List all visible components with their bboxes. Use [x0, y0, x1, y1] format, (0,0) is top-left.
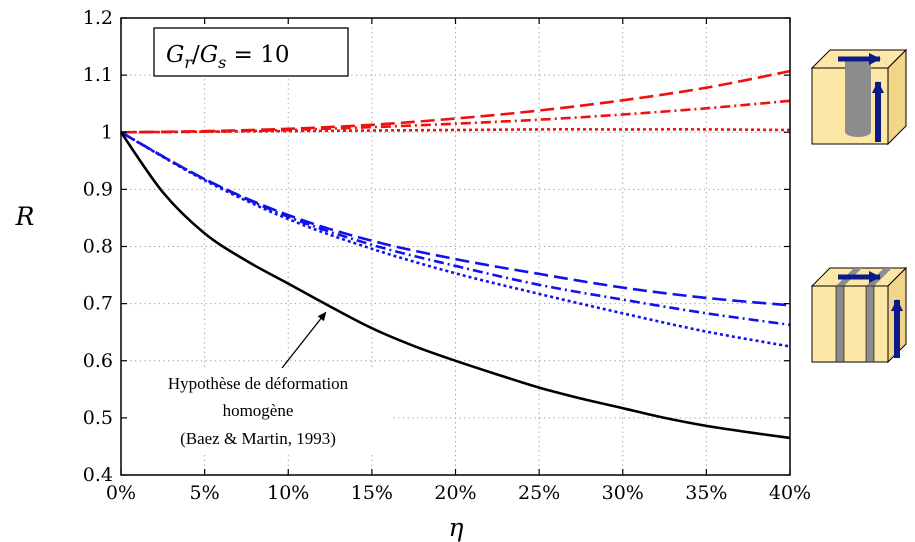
series-line: [120, 131, 791, 327]
eq-part: G: [200, 42, 218, 68]
series-line: [120, 131, 791, 307]
x-tick-label: 10%: [267, 482, 309, 504]
x-tick-label: 40%: [769, 482, 811, 504]
eq-part: = 10: [226, 42, 289, 68]
y-tick-label: 0.4: [83, 464, 113, 486]
eq-part-sub: r: [184, 53, 193, 72]
y-tick-label: 0.8: [83, 236, 113, 258]
eq-part: G: [166, 42, 184, 68]
series-line: [120, 99, 791, 134]
y-tick-label: 1.1: [83, 64, 113, 86]
y-tick-label: 0.9: [83, 178, 113, 200]
series-layer: [119, 69, 791, 440]
cylinder-column-cube-icon: [810, 48, 908, 146]
annotation-line: homogène: [223, 401, 294, 420]
wall-column-cube-icon: [810, 266, 908, 364]
equation-text: Gr/Gs = 10: [166, 42, 290, 72]
x-tick-label: 35%: [685, 482, 727, 504]
x-tick-labels: 0% 5% 10% 15% 20% 25% 30% 35% 40%: [106, 482, 811, 504]
tick-marks: [120, 17, 791, 476]
y-tick-label: 1.2: [83, 7, 113, 29]
eq-part-sub: s: [218, 53, 226, 72]
y-tick-labels: 0.4 0.5 0.6 0.7 0.8 0.9 1 1.1 1.2: [83, 7, 113, 486]
series-line: [120, 128, 791, 134]
annotation-line: (Baez & Martin, 1993): [180, 429, 336, 448]
x-tick-label: 20%: [434, 482, 476, 504]
y-tick-label: 0.7: [83, 293, 113, 315]
annotation-arrow: [281, 311, 327, 369]
annotation-line: Hypothèse de déformation: [168, 374, 349, 393]
y-tick-label: 1: [101, 121, 113, 143]
x-tick-label: 25%: [518, 482, 560, 504]
y-tick-label: 0.5: [83, 407, 113, 429]
annotation: Hypothèse de déformation homogène (Baez …: [128, 311, 390, 454]
y-tick-label: 0.6: [83, 350, 113, 372]
eq-part: /: [192, 42, 200, 68]
x-tick-label: 0%: [106, 482, 136, 504]
x-tick-label: 15%: [351, 482, 393, 504]
y-axis-label: R: [15, 202, 35, 231]
x-tick-label: 5%: [190, 482, 220, 504]
series-line: [120, 131, 791, 348]
x-axis-label: η: [449, 513, 464, 542]
series-line: [119, 131, 791, 440]
x-tick-label: 30%: [602, 482, 644, 504]
equation-box: Gr/Gs = 10: [153, 27, 349, 77]
